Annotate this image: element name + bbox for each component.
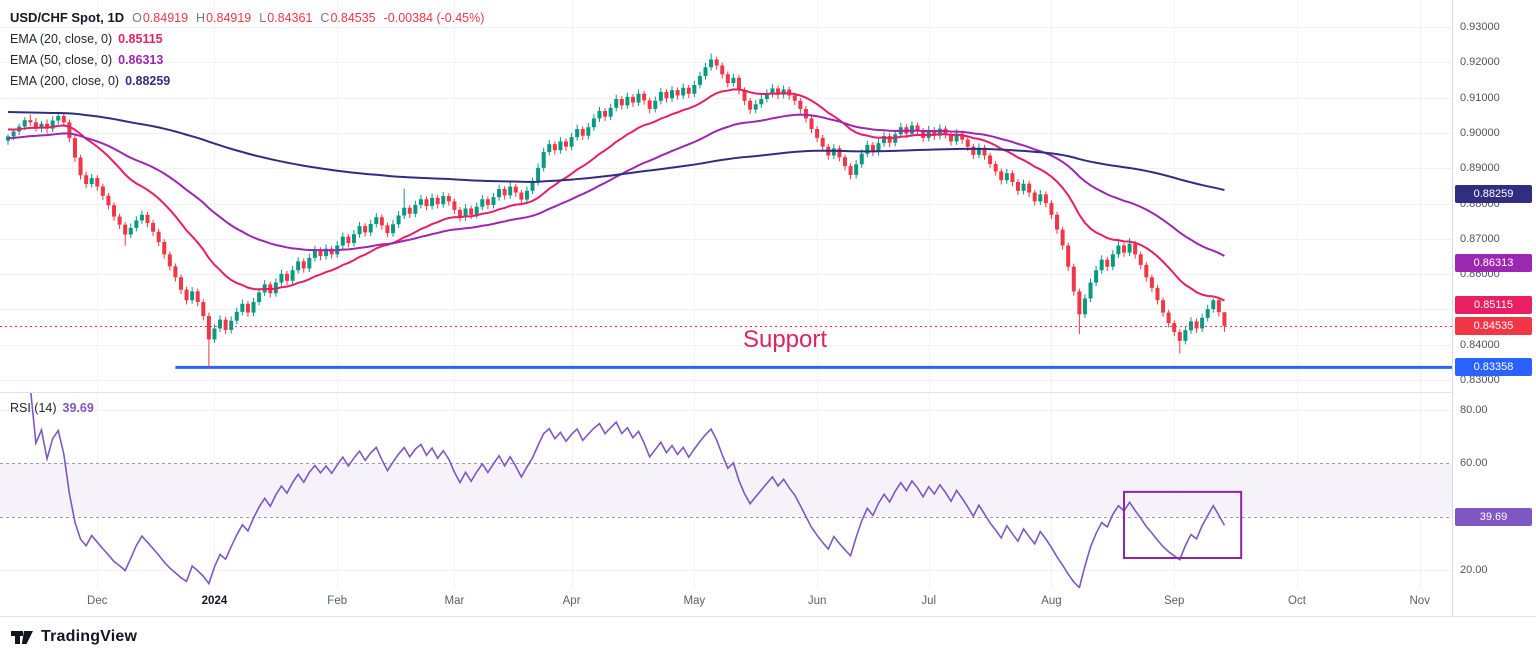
price-axis[interactable]: 0.93000 0.92000 0.91000 0.90000 0.89000 0.880… <box>1452 0 1536 616</box>
quote-close-label: C <box>320 10 330 25</box>
time-tick-label: Nov <box>1409 595 1430 607</box>
time-tick-label: Oct <box>1288 595 1306 607</box>
time-tick-label: Mar <box>444 595 465 607</box>
ema20-legend-row: EMA (20, close, 0) 0.85115 <box>10 28 484 49</box>
price-tick-label: 0.91000 <box>1460 91 1500 104</box>
price-tick-label: 0.84000 <box>1460 338 1500 351</box>
quote-change: -0.00384 (-0.45%) <box>383 10 485 25</box>
price-axis-badge: 0.85115 <box>1455 296 1532 315</box>
quote-low-label: L <box>259 10 267 25</box>
price-tick-label: 0.83000 <box>1460 374 1500 386</box>
price-tick-label: 0.89000 <box>1460 162 1500 175</box>
ema20-legend-value: 0.85115 <box>118 31 163 46</box>
pane-divider[interactable] <box>0 392 1536 393</box>
quote-open-label: O <box>132 10 142 25</box>
price-tick-label: 0.90000 <box>1460 126 1500 139</box>
quote-high-value: 0.84919 <box>206 10 252 25</box>
price-tick-label: 0.87000 <box>1460 232 1500 245</box>
ema50-legend-label[interactable]: EMA (50, close, 0) <box>10 52 113 67</box>
tradingview-branding[interactable]: TradingView <box>10 625 137 649</box>
rsi-tick-label: 20.00 <box>1460 564 1488 576</box>
time-tick-label: Dec <box>87 595 108 607</box>
time-tick-label: Apr <box>562 595 581 607</box>
time-axis[interactable]: Dec 2024 Feb Mar Apr May Jun Jul Aug Sep Oct Nov <box>0 588 1452 616</box>
ema50-legend-value: 0.86313 <box>118 52 164 67</box>
ema50-legend-row: EMA (50, close, 0) 0.86313 <box>10 49 484 70</box>
footer: TradingView <box>0 617 1536 658</box>
rsi-pane-canvas[interactable] <box>0 392 1452 588</box>
quote-high-label: H <box>196 10 206 25</box>
rsi-legend: RSI (14) 39.69 <box>10 397 94 418</box>
price-axis-badge: 0.86313 <box>1455 254 1532 273</box>
support-text-drawing[interactable]: Support <box>742 326 828 353</box>
ema20-legend-label[interactable]: EMA (20, close, 0) <box>10 31 113 46</box>
ema200-legend-row: EMA (200, close, 0) 0.88259 <box>10 70 484 91</box>
symbol-legend: USD/CHF Spot, 1D O 0.84919 H 0.84919 L 0… <box>10 7 484 91</box>
ema200-legend-label[interactable]: EMA (200, close, 0) <box>10 73 120 88</box>
time-tick-label: Feb <box>327 595 348 607</box>
time-tick-label: Aug <box>1041 595 1062 607</box>
tradingview-wordmark: TradingView <box>41 628 138 645</box>
time-tick-label: Jun <box>807 595 827 607</box>
rsi-axis-badge: 39.69 <box>1455 508 1532 527</box>
tradingview-logo <box>11 631 33 644</box>
rsi-legend-value: 39.69 <box>62 400 94 415</box>
price-axis-badge: 0.83358 <box>1455 358 1532 377</box>
rsi-tick-label: 60.00 <box>1460 457 1488 470</box>
price-tick-label: 0.93000 <box>1460 21 1500 33</box>
price-axis-badge: 0.88259 <box>1455 185 1532 204</box>
rsi-legend-label[interactable]: RSI (14) <box>10 400 57 415</box>
quote-close-value: 0.84535 <box>330 10 376 25</box>
price-axis-badge: 0.84535 <box>1455 316 1532 335</box>
ema200-legend-value: 0.88259 <box>125 73 171 88</box>
time-tick-label: May <box>683 595 706 607</box>
time-tick-label: 2024 <box>201 595 228 607</box>
time-tick-label: Jul <box>921 595 937 607</box>
quote-low-value: 0.84361 <box>267 10 313 25</box>
symbol-quote-row: USD/CHF Spot, 1D O 0.84919 H 0.84919 L 0… <box>10 7 484 28</box>
price-tick-label: 0.92000 <box>1460 56 1500 69</box>
price-pane-canvas[interactable] <box>0 0 1452 392</box>
rsi-tick-label: 80.00 <box>1460 404 1488 416</box>
time-tick-label: Sep <box>1163 595 1185 607</box>
quote-open-value: 0.84919 <box>142 10 189 25</box>
footer-divider <box>0 616 1536 617</box>
symbol-title[interactable]: USD/CHF Spot, 1D <box>10 10 125 25</box>
